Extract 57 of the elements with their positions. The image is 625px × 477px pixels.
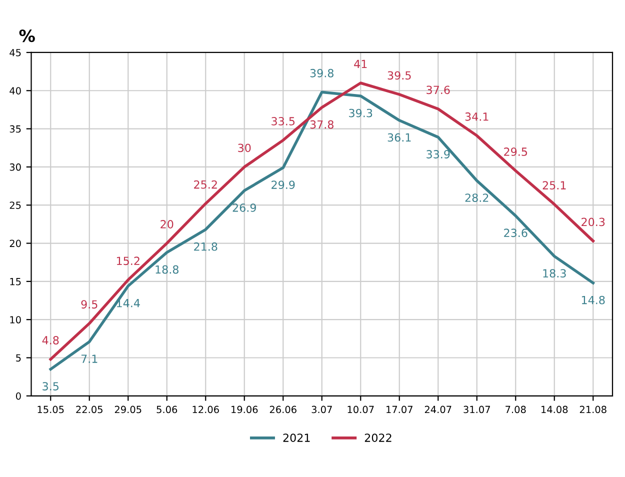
x-tick-label: 21.08 [580,406,606,414]
data-label: 36.1 [388,133,411,142]
data-label: 29.9 [272,180,295,189]
x-tick-label: 22.05 [76,406,102,414]
data-label: 37.6 [426,86,450,94]
data-label: 33.5 [272,117,295,126]
x-tick-label: 26.06 [270,406,296,414]
data-label: 9.5 [81,300,98,309]
data-label: 37.8 [310,120,334,129]
data-label: 3.5 [42,382,58,390]
data-label: 15.2 [116,256,140,266]
y-tick-label: 5 [16,354,21,362]
data-label: 34.1 [465,112,488,121]
data-label: 25.2 [194,180,217,189]
y-tick-label: 15 [10,278,21,286]
x-tick-label: 12.06 [192,406,219,414]
x-tick-label: 15.05 [38,406,64,414]
x-tick-label: 14.08 [542,406,568,414]
data-label: 18.3 [543,269,566,278]
y-tick-label: 30 [10,163,21,171]
data-label: 33.9 [426,150,450,158]
data-label: 39.5 [388,71,411,80]
data-label: 4.8 [42,336,59,344]
x-tick-label: 24.07 [424,406,452,414]
legend-label: 2021 [283,434,310,442]
x-tick-label: 17.07 [386,406,412,414]
x-tick-label: 19.06 [232,406,258,414]
legend-label: 2022 [364,434,392,442]
y-tick-label: 20 [10,240,21,248]
y-tick-label: 10 [10,316,21,324]
data-label: 26.9 [232,203,256,212]
data-label: 29.5 [504,148,528,156]
data-label: 39.3 [349,108,372,118]
x-tick-label: 5.06 [156,406,178,414]
y-tick-label: 25 [10,202,21,209]
data-label: 41 [354,60,367,68]
data-label: 39.8 [310,68,334,78]
data-label: 21.8 [194,242,218,251]
data-label: 23.6 [504,228,528,238]
x-tick-label: 10.07 [348,406,374,414]
x-tick-label: 29.05 [114,406,142,414]
data-label: 20 [160,220,174,228]
data-label: 14.8 [582,296,605,304]
x-tick-label: 3.07 [312,406,332,414]
data-label: 7.1 [81,354,98,363]
data-label: 18.8 [156,265,178,274]
data-label: 30 [238,144,251,152]
y-axis-title: % [19,29,35,42]
y-tick-label: 35 [10,125,21,133]
data-label: 28.2 [465,194,488,202]
data-label: 20.3 [582,218,605,226]
y-tick-label: 40 [10,87,21,94]
x-tick-label: 31.07 [464,406,490,414]
y-tick-label: 45 [10,49,21,56]
x-tick-label: 7.08 [506,406,526,414]
data-label: 25.1 [542,181,566,190]
y-tick-label: 0 [16,392,21,400]
